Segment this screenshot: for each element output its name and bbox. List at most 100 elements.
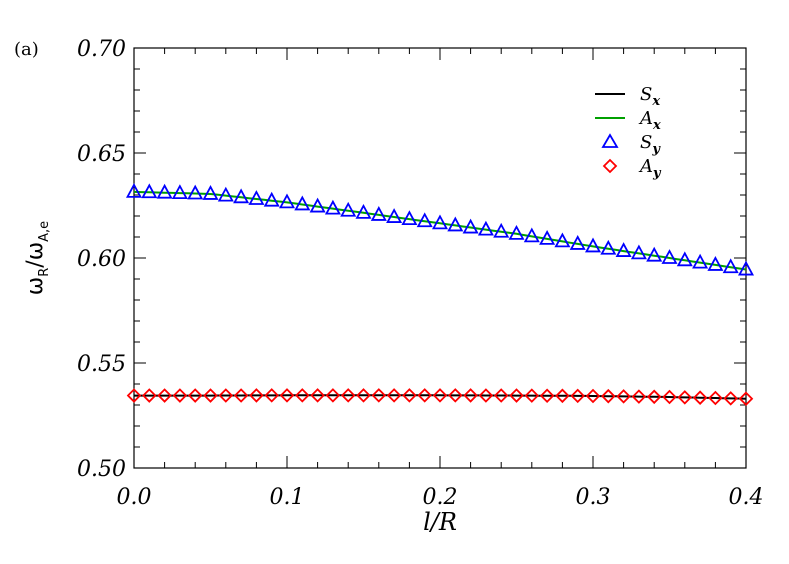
marker-Sy: [233, 188, 250, 204]
marker-Sy: [294, 195, 311, 211]
marker-Sy: [401, 210, 418, 226]
marker-Ay: [157, 388, 172, 403]
marker-Ay: [340, 388, 356, 403]
marker-Ay: [371, 388, 387, 403]
marker-Sy: [707, 256, 724, 271]
marker-Sy: [171, 184, 188, 200]
marker-Sy: [156, 183, 173, 199]
marker-Sy: [737, 260, 755, 276]
legend-swatch: [601, 133, 619, 148]
marker-Ay: [142, 388, 157, 403]
marker-Ay: [601, 388, 616, 404]
marker-Ay: [356, 388, 371, 403]
marker-Ay: [524, 388, 540, 403]
y-tick-label: 0.70: [77, 37, 126, 62]
marker-Sy: [462, 218, 479, 234]
marker-Ay: [233, 388, 249, 403]
legend-swatch: [602, 158, 618, 174]
marker-Ay: [249, 388, 264, 403]
marker-Ay: [677, 390, 693, 405]
marker-Sy: [646, 246, 663, 262]
marker-Sy: [263, 191, 280, 207]
marker-Sy: [600, 239, 617, 255]
y-tick-label: 0.65: [77, 142, 126, 167]
marker-Ay: [463, 388, 478, 403]
marker-Ay: [662, 389, 677, 405]
legend-label: Ay: [638, 156, 662, 181]
marker-Ay: [539, 388, 555, 403]
marker-Ay: [708, 390, 723, 406]
marker-Sy: [615, 242, 632, 257]
marker-Sy: [539, 230, 556, 245]
marker-Ay: [264, 388, 279, 403]
plot-frame: [133, 47, 747, 469]
marker-Ay: [218, 388, 234, 403]
marker-Sy: [569, 235, 586, 250]
x-axis-label: l/R: [423, 508, 457, 536]
marker-Ay: [555, 388, 570, 404]
panel-label: (a): [14, 39, 39, 60]
marker-Sy: [722, 258, 739, 274]
marker-Sy: [508, 224, 525, 240]
marker-Sy: [355, 203, 372, 219]
y-axis-label-text: ωR/ωA,e: [23, 221, 52, 295]
series-line-Ax: [133, 190, 747, 271]
x-tick-label: 0.1: [270, 485, 305, 510]
marker-Sy: [248, 190, 265, 205]
marker-Sy: [676, 251, 693, 267]
marker-Sy: [278, 193, 296, 209]
marker-Ay: [493, 388, 509, 403]
marker-Ay: [310, 388, 325, 403]
marker-Ay: [509, 388, 524, 403]
marker-Sy: [217, 186, 234, 202]
marker-Sy: [187, 184, 204, 200]
marker-Sy: [630, 244, 647, 260]
marker-Sy: [340, 201, 357, 217]
y-axis-label: ωR/ωA,e: [23, 221, 52, 295]
marker-Ay: [432, 388, 448, 403]
legend-label: Ax: [638, 108, 661, 133]
marker-Ay: [616, 389, 631, 404]
y-tick-label: 0.55: [77, 352, 126, 377]
marker-Sy: [661, 249, 678, 264]
marker-Sy: [477, 220, 494, 236]
marker-Ay: [295, 388, 310, 403]
marker-Ay: [631, 389, 647, 404]
plot-area: [125, 182, 755, 406]
x-tick-label: 0.0: [117, 485, 152, 510]
marker-Ay: [402, 388, 417, 403]
y-tick-label: 0.60: [77, 247, 126, 272]
axes: 0.0 0.1 0.2 0.3 0.4 0.50 0.55 0.60 0.65 0.70: [77, 37, 763, 510]
marker-Sy: [141, 183, 158, 199]
marker-Ay: [417, 388, 432, 403]
marker-Ay: [738, 391, 754, 406]
marker-Ay: [646, 389, 662, 405]
marker-Ay: [723, 391, 738, 406]
marker-Sy: [202, 185, 219, 200]
x-tick-label: 0.3: [576, 485, 611, 510]
legend-label: Sx: [640, 84, 660, 109]
marker-Sy: [692, 253, 709, 269]
marker-Sy: [125, 182, 143, 198]
marker-Sy: [447, 216, 464, 232]
marker-Ay: [570, 388, 585, 404]
marker-Ay: [187, 388, 203, 403]
marker-Ay: [478, 388, 494, 403]
legend-label: Sy: [640, 132, 661, 157]
marker-Sy: [554, 232, 571, 248]
y-tick-label: 0.50: [77, 457, 126, 482]
marker-Ay: [126, 388, 142, 403]
marker-Sy: [324, 199, 341, 215]
marker-Sy: [523, 227, 540, 243]
series-line-Sx: [134, 394, 747, 400]
marker-Sy: [431, 214, 449, 230]
marker-Sy: [386, 208, 403, 223]
marker-Ay: [692, 390, 708, 405]
x-tick-label: 0.2: [423, 485, 458, 510]
marker-Ay: [172, 388, 188, 403]
marker-Sy: [493, 222, 510, 238]
marker-Ay: [585, 388, 601, 404]
marker-Sy: [584, 237, 602, 253]
